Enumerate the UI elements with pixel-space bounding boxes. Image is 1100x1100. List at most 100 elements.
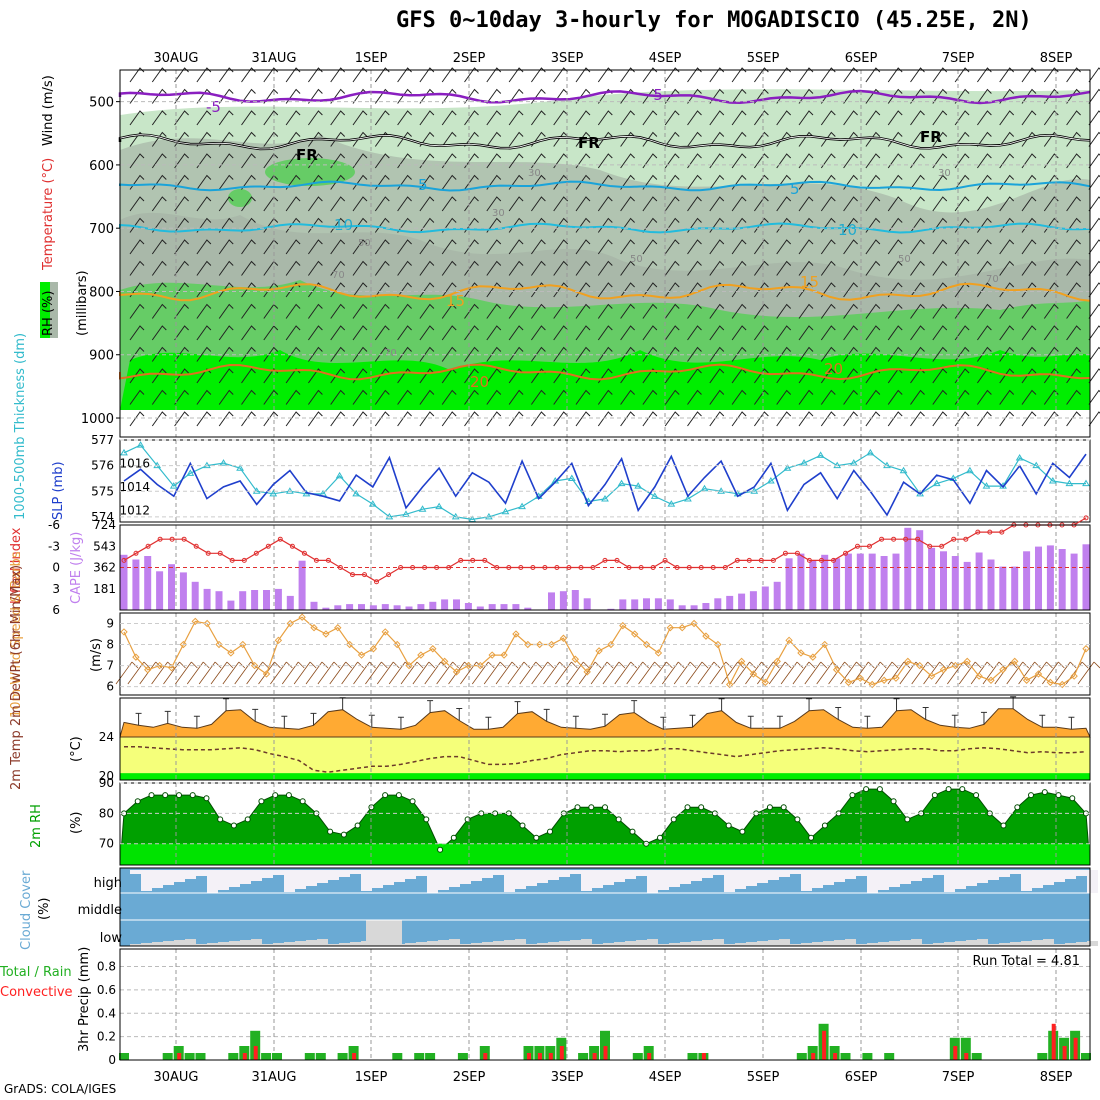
- lifted-index-point: [638, 565, 644, 570]
- rh2m-point: [340, 831, 347, 838]
- contour-label: 70: [384, 348, 397, 359]
- wind-barb: [731, 196, 747, 212]
- cloud-panel-frame: [119, 867, 1091, 947]
- wind-barb: [753, 411, 769, 427]
- cloud-high-block: [196, 870, 207, 876]
- temp2m-minmax-bar: [776, 715, 783, 729]
- wind-barb: [397, 303, 412, 319]
- cape-bar: [916, 530, 924, 610]
- cape-bar: [987, 559, 995, 610]
- precip-total-bar: [884, 1053, 895, 1060]
- wind-barb: [887, 110, 903, 126]
- cape-bar: [512, 604, 520, 610]
- lifted-index-point: [542, 565, 548, 570]
- lifted-index-point: [927, 543, 933, 549]
- lifted-index-point: [229, 557, 235, 563]
- wind-barb: [285, 368, 301, 384]
- wind-barb: [196, 346, 212, 362]
- wind10-speed-point: [927, 672, 936, 680]
- wind10-barb: [875, 661, 899, 685]
- cape-bar: [749, 591, 757, 610]
- cape-bar: [844, 553, 852, 610]
- rh2m-point: [698, 804, 705, 811]
- lifted-index-point: [133, 550, 139, 556]
- wind10-speed-point: [452, 668, 461, 676]
- wind-barb: [865, 282, 881, 298]
- cloud-high-block: [1043, 870, 1054, 885]
- wind-barb: [597, 131, 613, 147]
- rh2m-point: [849, 792, 856, 799]
- contour-label: FR: [920, 128, 942, 146]
- wind-barb: [1043, 282, 1059, 298]
- wind-barb: [486, 282, 502, 298]
- thickness-point: [402, 510, 410, 517]
- wind-barb: [352, 217, 368, 233]
- wind-barb: [976, 239, 992, 255]
- wind-barb: [1021, 303, 1037, 319]
- thickness-line: [123, 444, 1086, 521]
- wind-barb: [441, 67, 457, 83]
- wind10-barb: [1042, 661, 1065, 685]
- wind-barb: [530, 389, 546, 405]
- cloud-high-block: [152, 870, 163, 888]
- temp2m-minmax-bar: [456, 707, 463, 721]
- wind-barb: [196, 110, 212, 126]
- wind10-speed-line: [123, 616, 1087, 687]
- temp2m-minmax-bar: [806, 698, 813, 711]
- lifted-index-point: [374, 579, 379, 585]
- wind10-speed-point: [464, 661, 473, 670]
- date-label-top: 8SEP: [1040, 51, 1073, 66]
- wind-barb: [932, 67, 948, 83]
- thickness-point: [800, 459, 808, 466]
- contour-label: 50: [358, 238, 371, 249]
- wind-barb: [776, 346, 792, 362]
- cape-bar: [1082, 544, 1090, 610]
- wind-barb: [999, 303, 1015, 319]
- wind10-barb: [198, 661, 222, 685]
- wind10-speed-point: [868, 680, 876, 689]
- wind10-speed-point: [191, 617, 199, 626]
- wind10-barb: [365, 661, 388, 685]
- wind-barb: [330, 411, 346, 427]
- precip-ylabel-convective: Convective: [0, 985, 73, 1000]
- temp2m-bottom-band: [120, 773, 1090, 780]
- cape-bar: [607, 608, 615, 610]
- wind10-tick-label: 9: [106, 617, 114, 631]
- wind-barb: [910, 88, 925, 104]
- wind-barb: [932, 389, 948, 405]
- wind-barb: [397, 196, 412, 212]
- date-label-bottom: 6SEP: [845, 1070, 878, 1085]
- lifted-index-point: [758, 557, 764, 563]
- wind-barb: [753, 303, 769, 319]
- wind-barb: [798, 67, 814, 83]
- cloud-high-block: [515, 870, 526, 889]
- wind10-ylabel: 10m Wind Speed & Barbs: [9, 551, 24, 718]
- wind-barb: [1088, 368, 1100, 384]
- wind10-speed-point: [773, 657, 781, 666]
- contour-label: 30: [938, 168, 951, 179]
- cloud-high-block: [603, 870, 614, 885]
- wind-barb: [798, 282, 814, 298]
- wind-barb: [486, 239, 502, 255]
- temp2m-area: [119, 708, 1091, 738]
- wind10-speed-point: [844, 678, 853, 687]
- wind10-speed-point: [1011, 657, 1019, 666]
- cloud-high-block: [130, 870, 141, 874]
- wind-barb: [1088, 153, 1100, 169]
- cloud-low-block: [306, 940, 317, 946]
- rh2m-point: [973, 792, 980, 799]
- wind-barb: [664, 325, 680, 341]
- wind-barb: [307, 260, 323, 276]
- wind-barb: [307, 325, 323, 341]
- date-label-bottom: 3SEP: [551, 1070, 584, 1085]
- cloud-low-block: [669, 943, 680, 946]
- temp-contour-20: [119, 363, 1091, 381]
- cloud-high-block: [856, 870, 867, 876]
- thickness-point: [932, 479, 941, 487]
- wind-barb: [241, 368, 256, 384]
- cape-bar: [892, 553, 900, 610]
- wind10-speed-point: [785, 636, 793, 645]
- cape-bar: [975, 552, 983, 610]
- cloud-high-block: [757, 870, 768, 883]
- wind-barb: [397, 88, 412, 104]
